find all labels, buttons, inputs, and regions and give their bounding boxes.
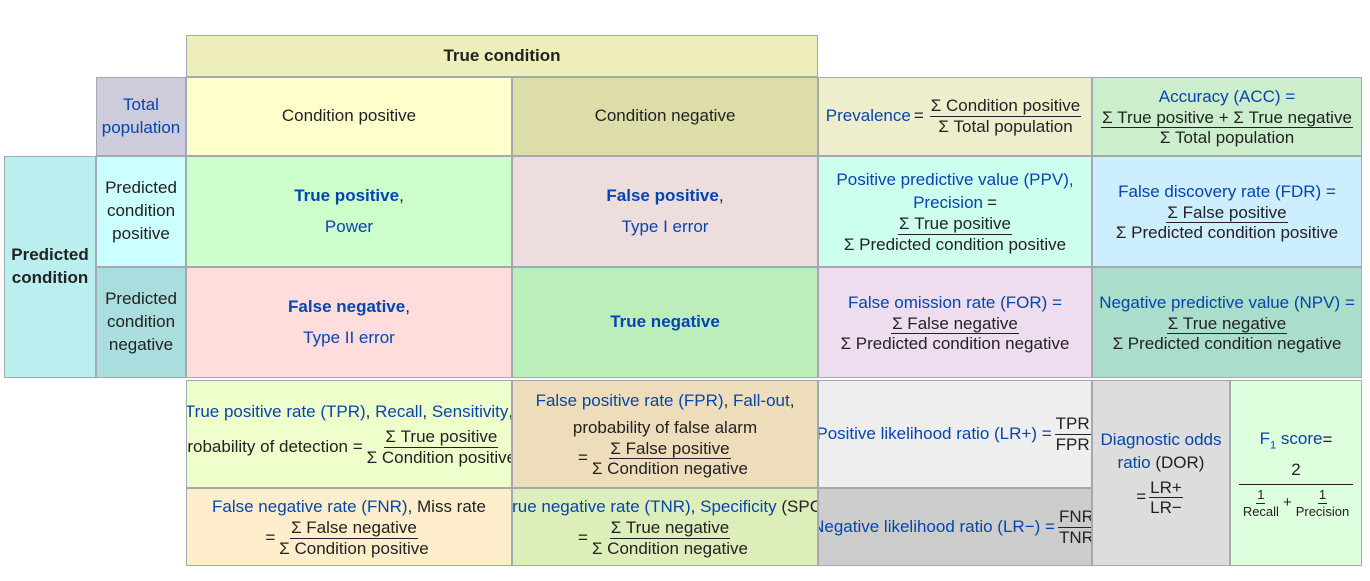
- lr-positive-cell: Positive likelihood ratio (LR+) = TPR FP…: [818, 380, 1092, 488]
- true-condition-header: True condition: [186, 35, 818, 77]
- for-link[interactable]: False omission rate (FOR) =: [848, 292, 1062, 312]
- dor-ratio-link[interactable]: ratio: [1117, 452, 1151, 472]
- true-positive-cell: True positive , Power: [186, 156, 512, 267]
- lr-negative-cell: Negative likelihood ratio (LR−) = FNR TN…: [818, 488, 1092, 566]
- false-positive-cell: False positive , Type I error: [512, 156, 818, 267]
- lr-negative-link[interactable]: Negative likelihood ratio (LR−) =: [818, 516, 1055, 536]
- true-negative-cell: True negative: [512, 267, 818, 378]
- fpr-link[interactable]: False positive rate (FPR): [535, 390, 724, 410]
- false-negative-cell: False negative , Type II error: [186, 267, 512, 378]
- predicted-condition-header: Predicted condition: [4, 156, 96, 378]
- fdr-cell: False discovery rate (FDR) = Σ False pos…: [1092, 156, 1362, 267]
- false-positive-link[interactable]: False positive: [606, 185, 719, 205]
- true-negative-link[interactable]: True negative: [610, 312, 720, 332]
- prevalence-link[interactable]: Prevalence: [825, 106, 911, 126]
- predicted-condition-negative: Predicted condition negative: [96, 267, 186, 378]
- npv-link[interactable]: Negative predictive value (NPV) =: [1099, 292, 1355, 312]
- accuracy-cell: Accuracy (ACC) = Σ True positive + Σ Tru…: [1092, 77, 1362, 156]
- tpr-cell: True positive rate (TPR) , Recall , Sens…: [186, 380, 512, 488]
- recall-link[interactable]: Recall: [375, 402, 423, 422]
- f1-score-link[interactable]: F1 score: [1259, 428, 1323, 452]
- condition-positive-header: Condition positive: [186, 77, 512, 156]
- power-link[interactable]: Power: [324, 216, 374, 236]
- accuracy-link[interactable]: Accuracy (ACC) =: [1158, 86, 1296, 106]
- sensitivity-link[interactable]: Sensitivity: [431, 402, 509, 422]
- tpr-link[interactable]: True positive rate (TPR): [186, 402, 366, 422]
- fpr-cell: False positive rate (FPR) , Fall-out , p…: [512, 380, 818, 488]
- lr-positive-link[interactable]: Positive likelihood ratio (LR+) =: [818, 423, 1052, 443]
- type-i-error-link[interactable]: Type I error: [621, 216, 709, 236]
- false-negative-link[interactable]: False negative: [288, 296, 406, 316]
- specificity-link[interactable]: Specificity: [700, 497, 777, 517]
- for-cell: False omission rate (FOR) = Σ False nega…: [818, 267, 1092, 378]
- fnr-link[interactable]: False negative rate (FNR): [212, 497, 408, 517]
- fall-out-link[interactable]: Fall-out: [733, 390, 790, 410]
- dor-cell: Diagnostic odds ratio (DOR) = LR+ LR−: [1092, 380, 1230, 566]
- type-ii-error-link[interactable]: Type II error: [303, 327, 395, 347]
- total-population-cell[interactable]: Total population: [96, 77, 186, 156]
- ppv-link[interactable]: Positive predictive value (PPV),: [836, 170, 1074, 190]
- tnr-link[interactable]: True negative rate (TNR): [512, 497, 691, 517]
- dor-link[interactable]: Diagnostic odds: [1100, 429, 1222, 449]
- predicted-condition-positive: Predicted condition positive: [96, 156, 186, 267]
- ppv-cell: Positive predictive value (PPV), Precisi…: [818, 156, 1092, 267]
- npv-cell: Negative predictive value (NPV) = Σ True…: [1092, 267, 1362, 378]
- tnr-cell: True negative rate (TNR) , Specificity (…: [512, 488, 818, 566]
- precision-link[interactable]: Precision: [913, 193, 983, 213]
- f1-score-cell: F1 score = 2 1 Recall + 1 Precision: [1230, 380, 1362, 566]
- prevalence-cell: Prevalence = Σ Condition positive Σ Tota…: [818, 77, 1092, 156]
- fdr-link[interactable]: False discovery rate (FDR) =: [1118, 181, 1336, 201]
- true-positive-link[interactable]: True positive: [294, 185, 400, 205]
- fnr-cell: False negative rate (FNR) , Miss rate = …: [186, 488, 512, 566]
- condition-negative-header: Condition negative: [512, 77, 818, 156]
